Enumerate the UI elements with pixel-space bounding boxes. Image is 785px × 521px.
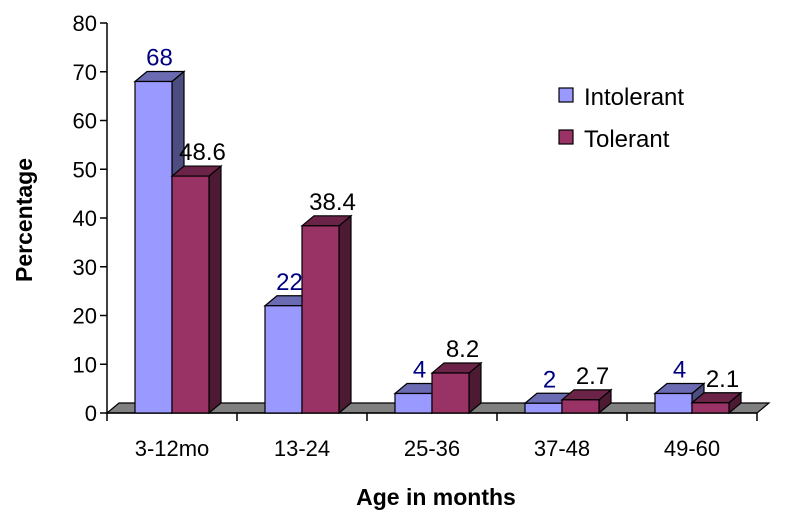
bar-tolerant-37-48 [560,388,613,415]
x-tick-label: 13-24 [274,436,330,461]
legend-item-tolerant: Tolerant [558,126,670,153]
bar-front [691,402,730,414]
legend-swatch-intolerant [558,87,574,103]
y-tick-label: 60 [73,109,97,134]
y-axis: 0 10 20 30 40 50 60 70 80 [73,11,108,426]
bar-front [301,225,340,414]
bar-front [431,372,470,414]
legend-label-intolerant: Intolerant [584,84,684,111]
data-label-intolerant: 2 [543,366,556,393]
bar-front [524,402,563,414]
bar-side [208,164,222,415]
x-axis: 3-12mo 13-24 25-36 37-48 49-60 [106,412,758,461]
bar-front [264,305,303,414]
y-tick-label: 50 [73,157,97,182]
y-tick-label: 80 [73,11,97,36]
data-label-tolerant: 38.4 [309,189,356,216]
bar-front [134,80,173,414]
data-label-tolerant: 2.1 [706,366,739,393]
bar-front [654,392,693,414]
bar-tolerant-25-36 [430,361,483,415]
x-tick-label: 49-60 [664,436,720,461]
bar-front [394,392,433,414]
y-tick-label: 40 [73,206,97,231]
legend-swatch-tolerant [558,129,574,145]
data-label-intolerant: 4 [413,357,426,384]
y-tick-label: 10 [73,352,97,377]
data-label-intolerant: 4 [673,357,686,384]
x-tick-label: 37-48 [534,436,590,461]
legend-label-tolerant: Tolerant [584,126,670,153]
data-labels: 68 48.6 22 38.4 4 8.2 2 2.7 4 2.1 [146,45,739,394]
bar-tolerant-49-60 [690,391,743,415]
data-label-intolerant: 68 [146,45,173,72]
bar-front [561,399,600,414]
bar-side [338,214,352,415]
legend-item-intolerant: Intolerant [558,84,684,111]
bar-intolerant-49-60 [653,382,706,415]
bar-tolerant-3-12mo [170,164,223,415]
x-tick-label: 25-36 [404,436,460,461]
data-label-tolerant: 48.6 [179,139,226,166]
y-tick-label: 20 [73,304,97,329]
data-label-intolerant: 22 [276,269,303,296]
y-tick-label: 30 [73,255,97,280]
x-axis-title: Age in months [356,484,516,510]
data-label-tolerant: 8.2 [446,336,479,363]
bar-front [171,175,210,414]
legend: Intolerant Tolerant [558,84,684,153]
y-tick-label: 70 [73,60,97,85]
y-axis-title: Percentage [11,158,37,282]
bar-tolerant-13-24 [300,214,353,415]
bar-intolerant-3-12mo [133,70,186,415]
x-tick-label: 3-12mo [135,436,210,461]
y-tick-label: 0 [85,401,97,426]
data-label-tolerant: 2.7 [576,363,609,390]
bars [133,70,743,415]
